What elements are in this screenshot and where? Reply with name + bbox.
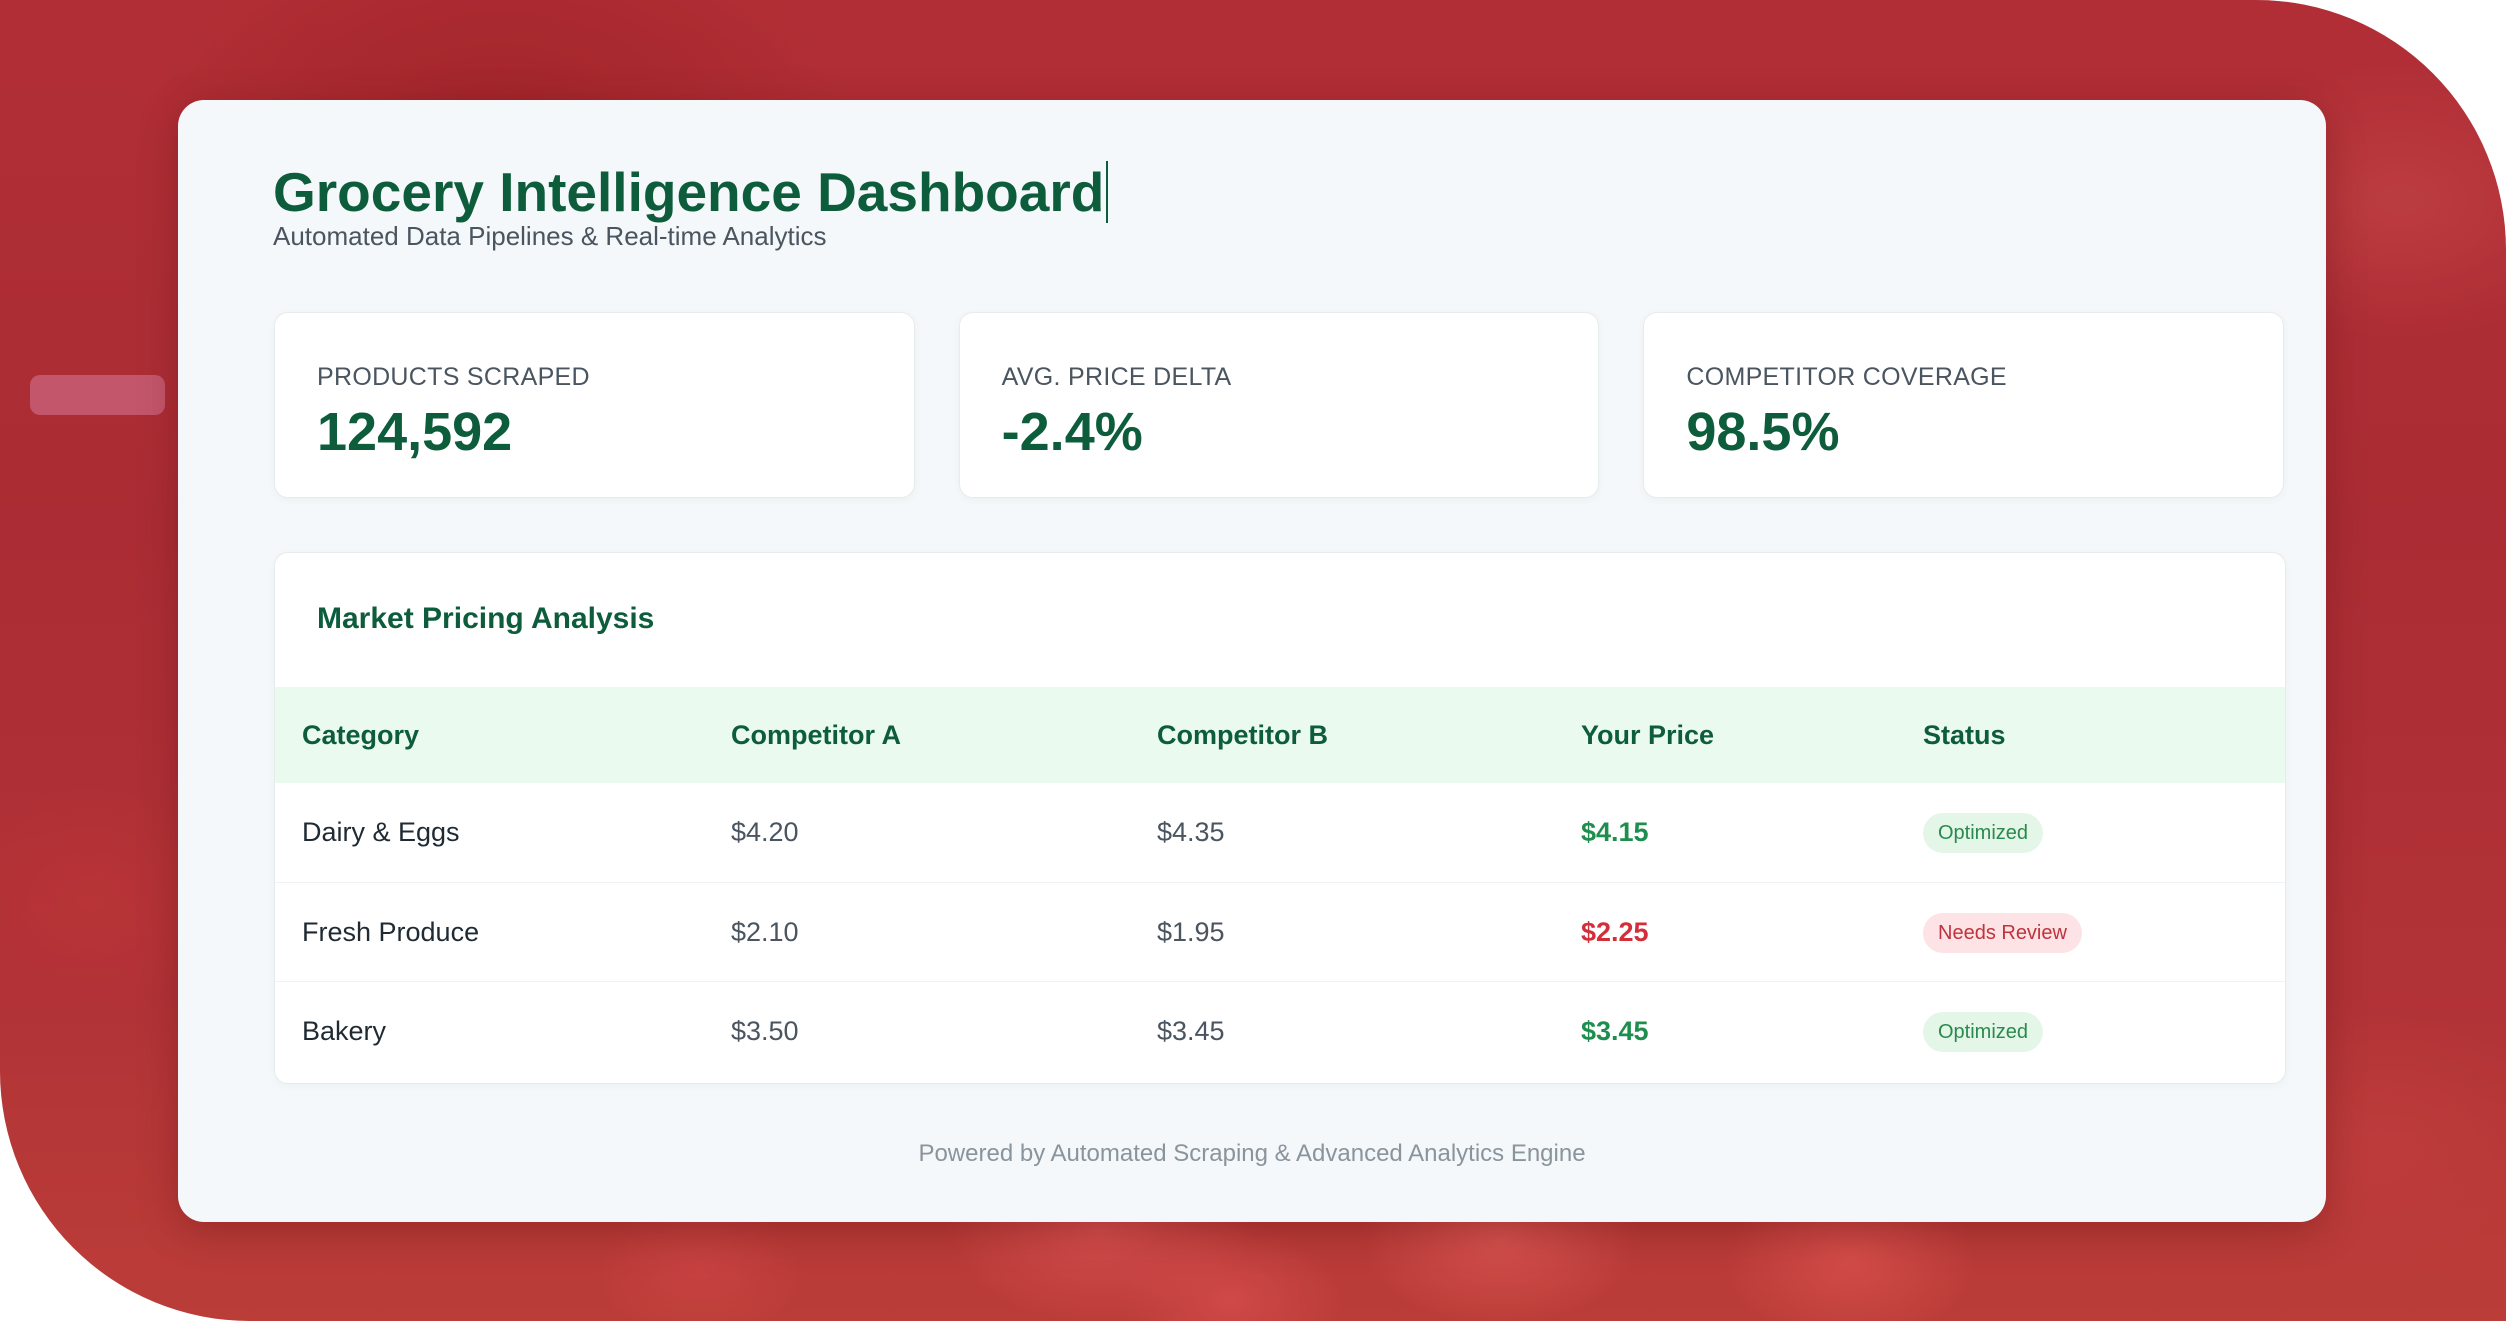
cell-competitor-b: $3.45 (1157, 1016, 1225, 1046)
background-shelf-sign (30, 375, 165, 415)
cell-competitor-a: $2.10 (731, 917, 799, 947)
column-header-status: Status (1923, 720, 2006, 750)
status-badge: Needs Review (1923, 913, 2082, 953)
kpi-row: PRODUCTS SCRAPED 124,592 AVG. PRICE DELT… (274, 312, 2285, 498)
table-header-row: Category Competitor A Competitor B Your … (275, 687, 2285, 783)
table-row: Bakery $3.50 $3.45 $3.45 Optimized (275, 981, 2285, 1081)
dashboard-subtitle: Automated Data Pipelines & Real-time Ana… (273, 221, 827, 251)
cell-your-price: $4.15 (1581, 817, 1649, 847)
column-header-category: Category (302, 720, 420, 750)
dashboard-card: Grocery Intelligence Dashboard Automated… (178, 100, 2326, 1222)
cell-category: Fresh Produce (302, 917, 480, 947)
cell-category: Bakery (302, 1016, 387, 1046)
kpi-label: COMPETITOR COVERAGE (1686, 363, 2007, 391)
dashboard-title: Grocery Intelligence Dashboard (273, 152, 1109, 232)
kpi-value: 124,592 (317, 402, 513, 462)
column-header-competitor-a: Competitor A (731, 720, 901, 750)
cell-competitor-a: $3.50 (731, 1016, 799, 1046)
kpi-value: -2.4% (1001, 402, 1143, 462)
text-cursor (1106, 161, 1109, 223)
cell-competitor-a: $4.20 (731, 817, 799, 847)
market-pricing-table-card: Market Pricing Analysis Category Competi… (274, 552, 2286, 1084)
table-title: Market Pricing Analysis (317, 602, 655, 635)
cell-your-price: $3.45 (1581, 1016, 1649, 1046)
table-row: Fresh Produce $2.10 $1.95 $2.25 Needs Re… (275, 882, 2285, 982)
column-header-competitor-b: Competitor B (1157, 720, 1328, 750)
cell-competitor-b: $4.35 (1157, 817, 1225, 847)
kpi-card-competitor-coverage: COMPETITOR COVERAGE 98.5% (1643, 312, 2285, 498)
cell-your-price: $2.25 (1581, 917, 1649, 947)
dashboard-title-text: Grocery Intelligence Dashboard (273, 161, 1105, 223)
status-badge: Optimized (1923, 813, 2044, 853)
kpi-card-products-scraped: PRODUCTS SCRAPED 124,592 (274, 312, 915, 498)
cell-competitor-b: $1.95 (1157, 917, 1225, 947)
footer-text: Powered by Automated Scraping & Advanced… (918, 1140, 1586, 1167)
table-row: Dairy & Eggs $4.20 $4.35 $4.15 Optimized (275, 783, 2285, 882)
column-header-your-price: Your Price (1581, 720, 1715, 750)
kpi-card-avg-price-delta: AVG. PRICE DELTA -2.4% (958, 312, 1600, 498)
kpi-label: AVG. PRICE DELTA (1001, 363, 1232, 391)
kpi-value: 98.5% (1686, 402, 1840, 462)
cell-category: Dairy & Eggs (302, 817, 460, 847)
kpi-label: PRODUCTS SCRAPED (317, 363, 590, 391)
status-badge: Optimized (1923, 1012, 2044, 1052)
